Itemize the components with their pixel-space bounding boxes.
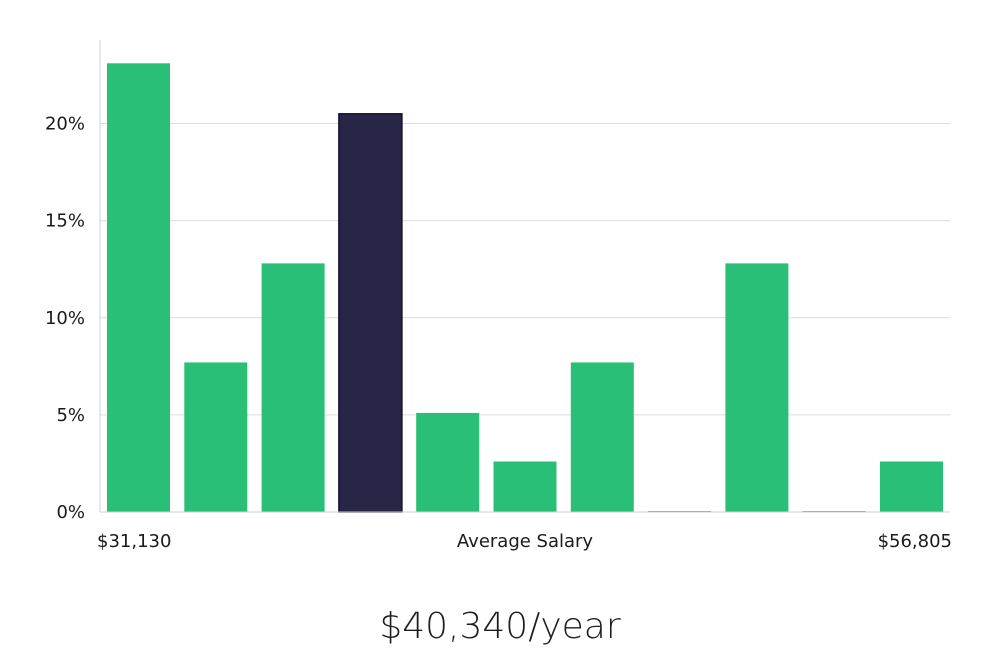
y-tick-label: 0% [56,502,85,523]
bar [570,362,634,512]
salary-histogram: 0% 5% 10% 15% 20% $31,130 Average Salary $56… [45,40,952,552]
y-tick-label: 5% [56,405,85,426]
grid-lines [100,123,950,416]
x-min-label: $31,130 [97,531,171,552]
bar [184,362,248,512]
bars [107,63,943,513]
x-max-label: $56,805 [878,531,952,552]
y-tick-label: 20% [45,114,85,135]
y-tick-label: 15% [45,211,85,232]
x-axis-title: Average Salary [457,531,594,552]
bar [880,461,943,512]
bar [725,263,789,512]
bar [261,263,325,512]
y-tick-label: 10% [45,308,85,329]
bar [416,412,480,512]
average-salary-summary: $40,340/year [379,606,621,647]
y-tick-labels: 0% 5% 10% 15% 20% [45,114,85,523]
bar [493,461,557,512]
bar [107,63,170,512]
bar-highlighted [338,113,403,513]
